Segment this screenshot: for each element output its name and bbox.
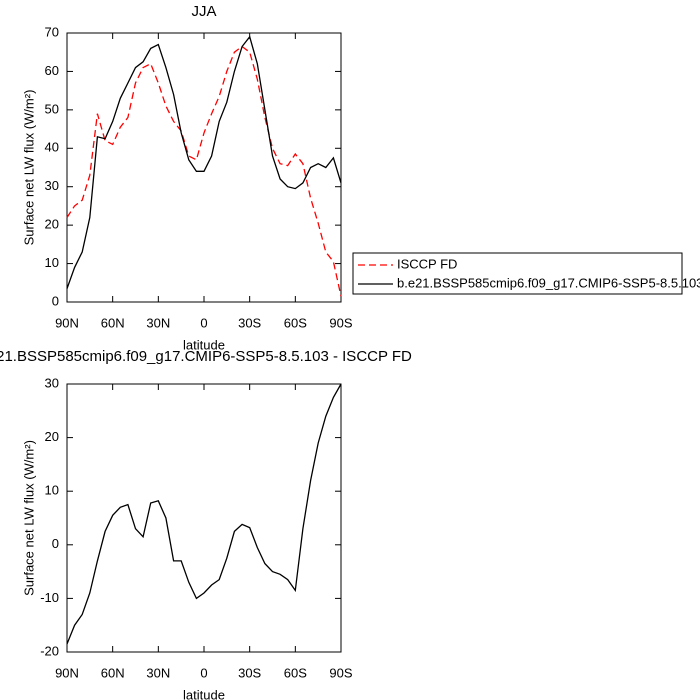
chart-title: 21.BSSP585cmip6.f09_g17.CMIP6-SSP5-8.5.1… — [0, 348, 412, 365]
data-line — [66, 35, 342, 289]
y-tick-label: 10 — [45, 483, 59, 498]
y-tick-label: 0 — [52, 293, 59, 308]
plot-frame — [66, 32, 342, 303]
x-tick-label: 0 — [200, 665, 207, 680]
legend-label: b.e21.BSSP585cmip6.f09_g17.CMIP6-SSP5-8.… — [397, 275, 700, 290]
x-tick-label: 60S — [284, 665, 307, 680]
y-tick-label: 30 — [45, 178, 59, 193]
y-tick-label: 0 — [52, 536, 59, 551]
x-tick-label: 60N — [101, 315, 125, 330]
y-tick-label: 40 — [45, 140, 59, 155]
x-tick-label: 90S — [329, 315, 352, 330]
x-tick-label: 0 — [200, 315, 207, 330]
x-axis-label: latitude — [183, 337, 225, 352]
x-tick-label: 30S — [238, 665, 261, 680]
y-tick-label: -10 — [40, 590, 59, 605]
data-line — [66, 45, 342, 297]
y-tick-label: 60 — [45, 63, 59, 78]
y-tick-label: 20 — [45, 217, 59, 232]
y-axis-label: Surface net LW flux (W/m²) — [21, 440, 36, 596]
x-tick-label: 30S — [238, 315, 261, 330]
x-tick-label: 90N — [55, 315, 79, 330]
x-tick-label: 30N — [146, 315, 170, 330]
legend-box — [352, 252, 683, 295]
y-tick-label: 50 — [45, 101, 59, 116]
x-tick-label: 60S — [284, 315, 307, 330]
y-tick-label: 10 — [45, 255, 59, 270]
x-tick-label: 90S — [329, 665, 352, 680]
y-axis-label: Surface net LW flux (W/m²) — [21, 90, 36, 246]
x-tick-label: 90N — [55, 665, 79, 680]
y-tick-label: 30 — [45, 375, 59, 390]
x-axis-label: latitude — [183, 687, 225, 700]
y-tick-label: 20 — [45, 429, 59, 444]
legend-label: ISCCP FD — [397, 256, 457, 271]
x-tick-label: 60N — [101, 665, 125, 680]
data-line — [66, 383, 342, 645]
y-tick-label: 70 — [45, 24, 59, 39]
plot-frame — [66, 383, 342, 653]
x-tick-label: 30N — [146, 665, 170, 680]
chart-title: JJA — [191, 3, 216, 20]
y-tick-label: -20 — [40, 643, 59, 658]
